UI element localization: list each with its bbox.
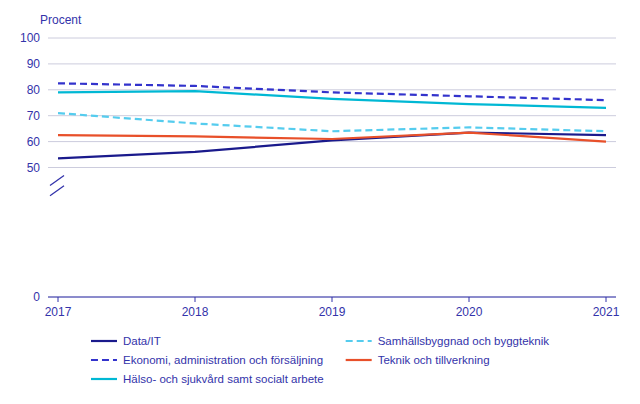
x-tick [58,297,59,302]
series-line [58,91,606,108]
legend-item: Teknik och tillverkning [346,354,490,366]
x-tick-label: 2019 [319,305,346,319]
axis-break [50,175,64,195]
y-tick-label: 50 [27,161,41,175]
y-axis-label: Procent [40,13,82,27]
x-tick [606,297,607,302]
legend-label: Ekonomi, administration och försäljning [123,354,323,366]
legend-item: Data/IT [91,335,161,347]
x-tick-label: 2021 [593,305,620,319]
grid-line [48,63,616,64]
series-line [58,133,606,142]
y-tick-label: 80 [27,83,41,97]
grid-line [48,167,616,168]
y-tick-label: 90 [27,57,41,71]
y-tick-label: 100 [20,31,40,45]
axis-break-gap [50,186,64,196]
y-grid [48,38,616,297]
lines [58,83,606,158]
legend-swatch [91,340,117,342]
legend-label: Data/IT [123,335,161,347]
legend-label: Samhällsbyggnad och byggteknik [378,335,550,347]
chart: 0 50 60 70 80 90 100Procent 2017 2018 2019 2020 202… [0,0,640,404]
x-tick-label: 2017 [45,305,72,319]
legend-swatch [91,378,117,380]
y-tick-label: 60 [27,135,41,149]
y-tick-label: 70 [27,109,41,123]
axis-break-mark [50,175,64,185]
legend-swatch [346,359,372,361]
x-tick-label: 2020 [456,305,483,319]
grid-line [48,38,616,39]
legend-label: Hälso- och sjukvård samt socialt arbete [123,373,324,385]
legend-swatch [346,340,372,342]
x-tick [332,297,333,302]
grid-line [48,115,616,116]
x-tick [469,297,470,302]
legend-item: Hälso- och sjukvård samt socialt arbete [91,373,324,385]
y-tick-label: 0 [33,290,40,304]
series-line [58,133,606,159]
legend-item: Ekonomi, administration och försäljning [91,354,323,366]
series-line [58,113,606,131]
axis-break-mark [50,186,64,196]
grid-line [48,89,616,90]
axis-break-gap [50,175,64,185]
legend-swatch [91,359,117,361]
legend-item: Samhällsbyggnad och byggteknik [346,335,550,347]
x-tick [195,297,196,302]
x-tick-label: 2018 [182,305,209,319]
legend: Data/IT Ekonomi, administration och försä… [91,335,549,385]
legend-label: Teknik och tillverkning [378,354,490,366]
